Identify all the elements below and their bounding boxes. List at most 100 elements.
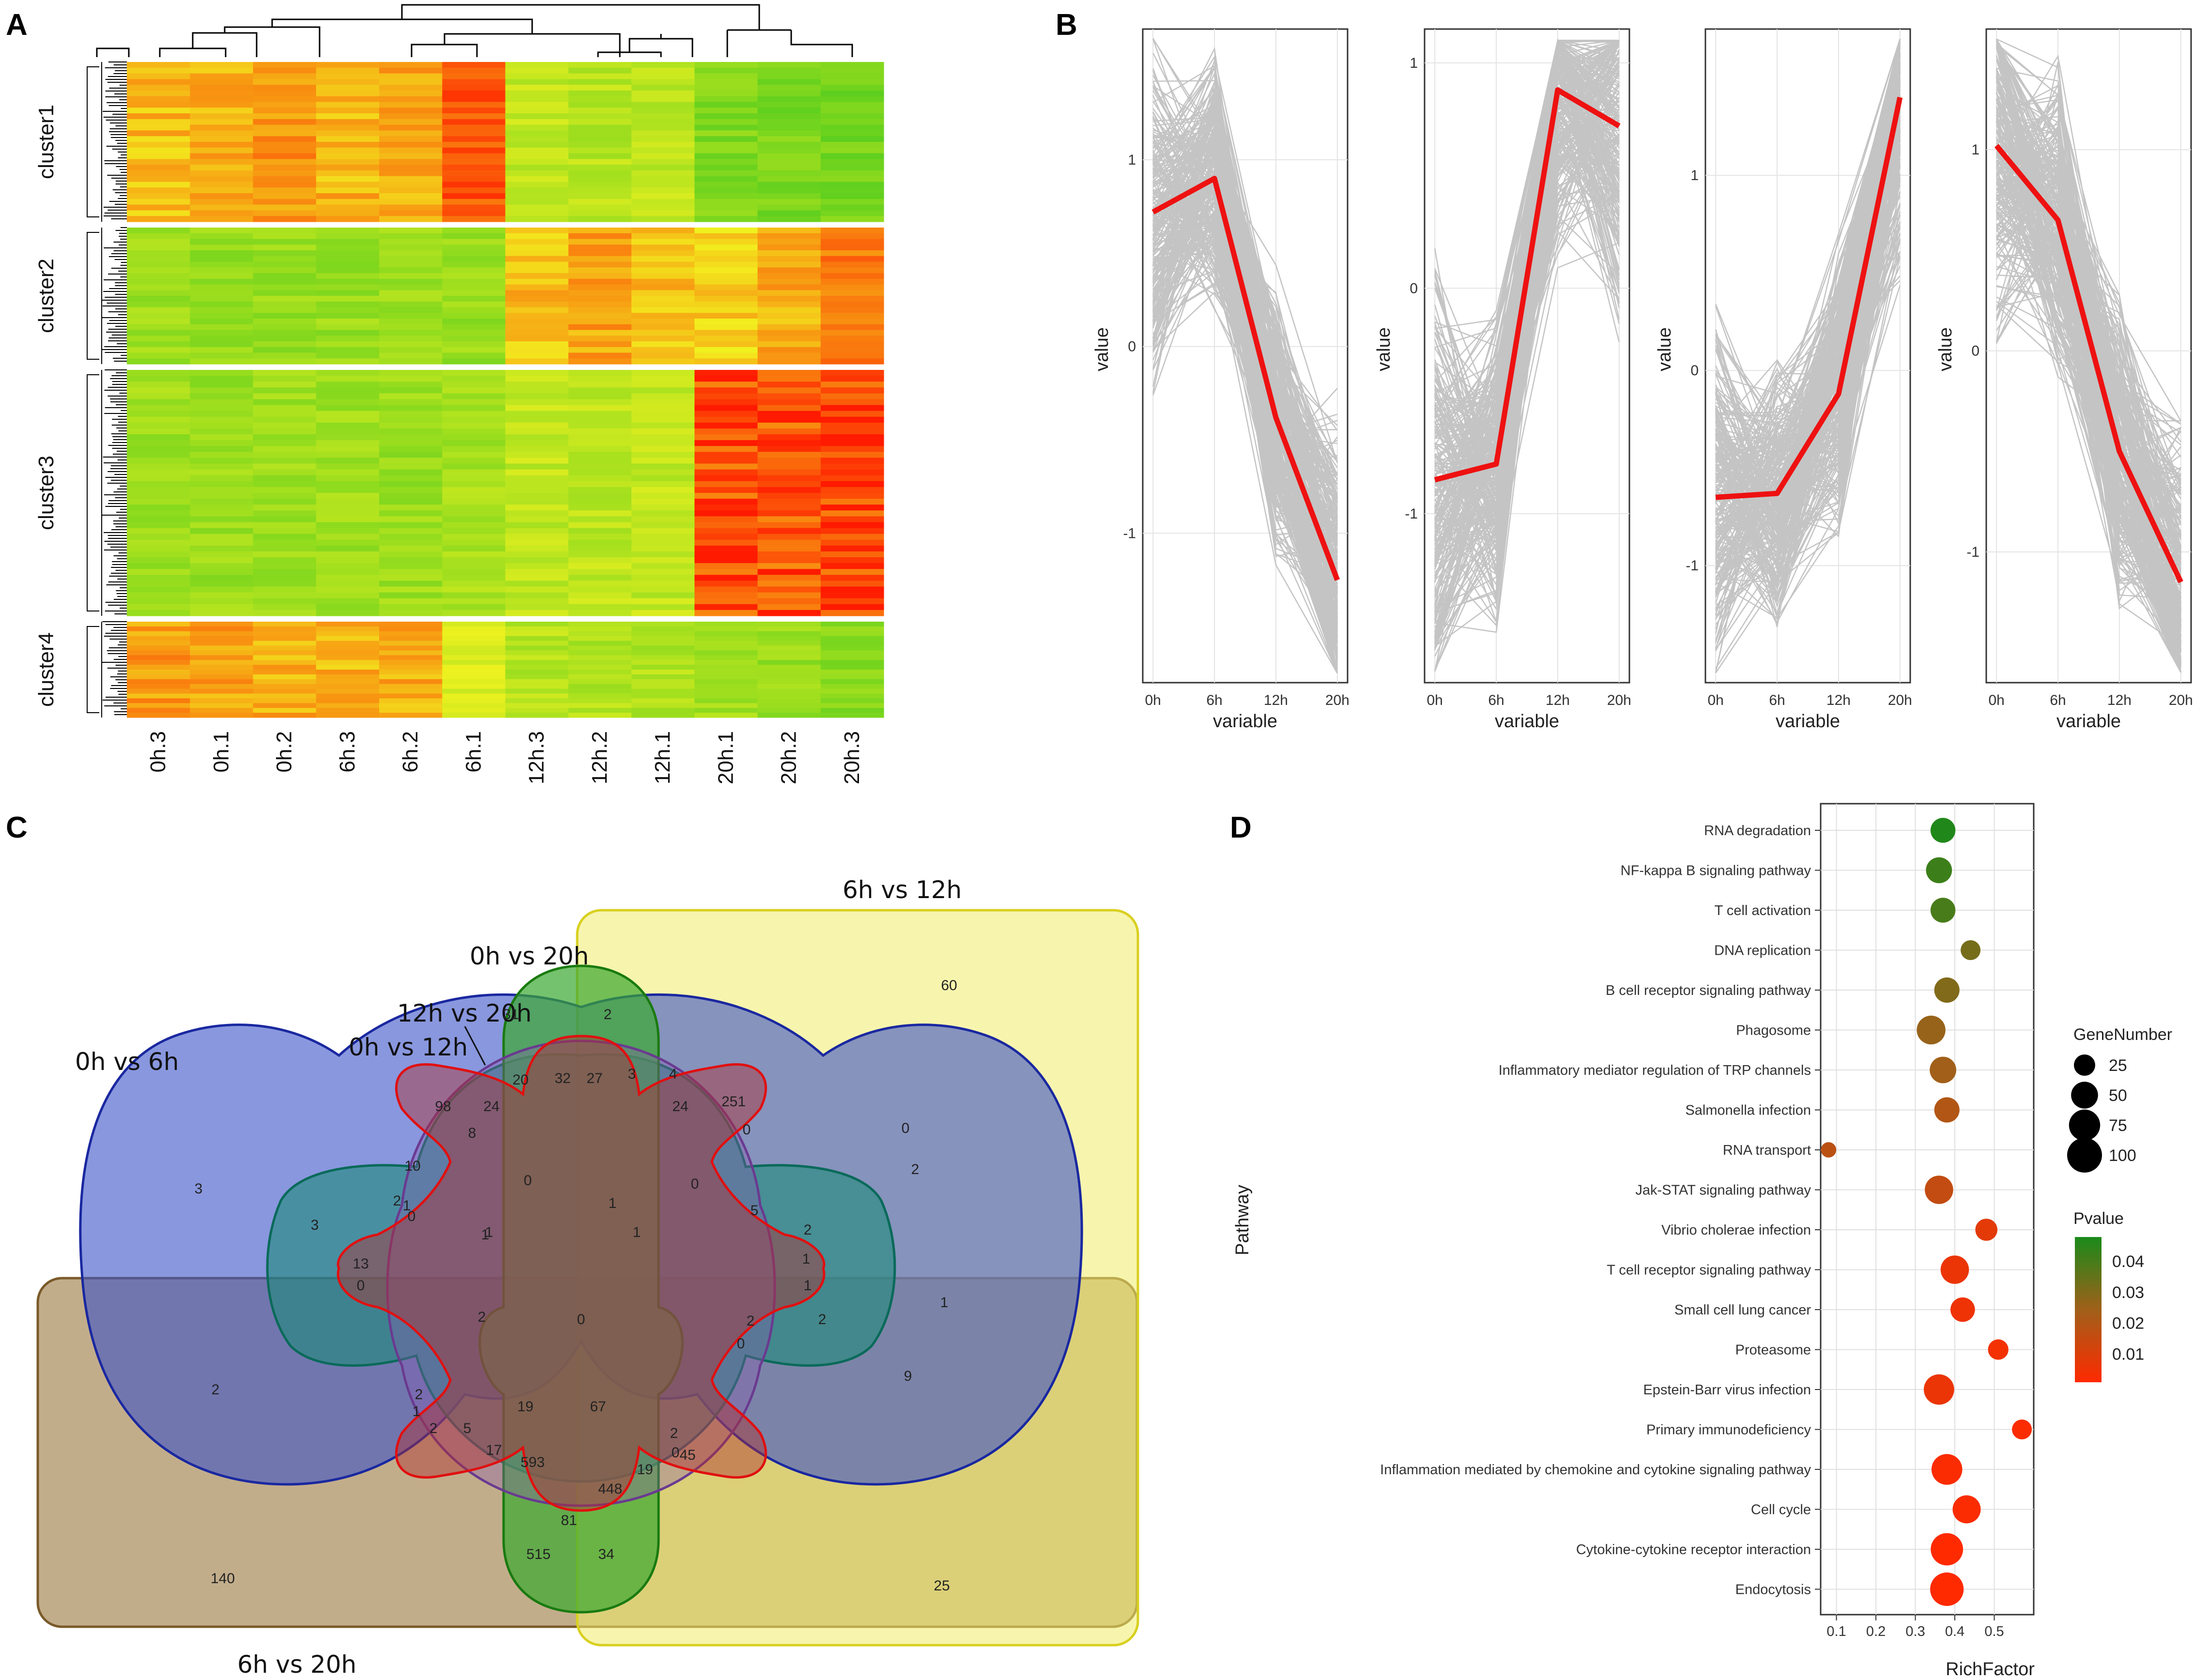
heatmap-cell: [379, 458, 443, 464]
venn-region-value: 25: [934, 1578, 950, 1594]
heatmap-cell: [694, 604, 758, 611]
heatmap-cell: [694, 96, 758, 103]
heatmap-cell: [568, 405, 632, 412]
heatmap-cell: [568, 273, 632, 279]
heatmap-cell: [631, 261, 695, 268]
heatmap-cell: [694, 273, 758, 279]
heatmap-cell: [631, 622, 695, 627]
heatmap-cell: [253, 446, 317, 452]
heatmap-cell: [253, 422, 317, 429]
heatmap-cell: [379, 604, 443, 611]
heatmap-cell: [694, 655, 758, 660]
heatmap-cell: [442, 165, 506, 171]
heatmap-cell: [568, 592, 632, 599]
heatmap-cell: [442, 330, 506, 336]
heatmap-cell: [379, 586, 443, 593]
heatmap-cell: [757, 347, 821, 353]
heatmap-cell: [631, 204, 695, 211]
heatmap-cell: [757, 660, 821, 665]
heatmap-cell: [757, 170, 821, 177]
colorbar-label: 0.02: [2112, 1314, 2144, 1333]
heatmap-cell: [379, 256, 443, 262]
heatmap-cell: [253, 563, 317, 569]
heatmap-cell: [757, 641, 821, 646]
heatmap-cell: [127, 598, 190, 605]
heatmap-cell: [253, 475, 317, 482]
heatmap-cell: [820, 96, 884, 103]
heatmap-cell: [190, 296, 254, 302]
venn-region-value: 2: [747, 1313, 755, 1329]
heatmap-cell: [379, 684, 443, 689]
heatmap-cell: [253, 256, 317, 262]
heatmap-cell: [694, 324, 758, 331]
heatmap-cell: [190, 622, 254, 627]
heatmap-cell: [505, 256, 569, 262]
venn-region-value: 2: [818, 1312, 827, 1328]
y-axis-label: value: [1935, 327, 1956, 371]
heatmap-cell: [442, 493, 506, 499]
heatmap-cell: [631, 290, 695, 296]
heatmap-cell: [631, 563, 695, 569]
heatmap-cell: [505, 278, 569, 285]
y-axis-label: value: [1092, 327, 1112, 371]
heatmap-cell: [253, 250, 317, 257]
x-tick-label: 20h: [1607, 692, 1631, 708]
heatmap-cell: [694, 165, 758, 171]
pathway-point: [1961, 940, 1981, 960]
heatmap-cell: [190, 67, 254, 74]
x-tick-label: 6h: [1206, 692, 1222, 708]
heatmap-cell: [253, 458, 317, 464]
heatmap-cell: [694, 347, 758, 353]
heatmap-cell: [820, 636, 884, 641]
heatmap-cell: [568, 187, 632, 194]
heatmap-cell: [127, 610, 190, 616]
heatmap-cell: [316, 580, 380, 587]
heatmap-cell: [253, 267, 317, 274]
venn-region-value: 1: [485, 1224, 493, 1240]
heatmap-cell: [190, 244, 254, 251]
heatmap-cell: [253, 170, 317, 177]
venn-region-value: 13: [353, 1256, 368, 1272]
venn-region-value: 0: [672, 1445, 680, 1461]
heatmap-cell: [253, 90, 317, 97]
heatmap-cell: [757, 655, 821, 660]
heatmap-cell: [316, 475, 380, 482]
heatmap-cell: [379, 469, 443, 476]
heatmap-cell: [757, 67, 821, 74]
heatmap-cell: [568, 153, 632, 159]
heatmap-cell: [505, 487, 569, 493]
heatmap-cell: [568, 358, 632, 365]
heatmap-cell: [316, 493, 380, 499]
y-axis-label: value: [1374, 327, 1394, 371]
heatmap-cell: [316, 534, 380, 540]
heatmap-cell: [757, 176, 821, 183]
heatmap-cell: [631, 119, 695, 125]
heatmap-cell: [694, 330, 758, 336]
mean-trend-line: [1994, 144, 2183, 583]
heatmap-cell: [568, 703, 632, 708]
heatmap-cell: [127, 452, 190, 458]
heatmap-cell: [568, 708, 632, 713]
heatmap-cell: [757, 510, 821, 517]
heatmap-cell: [757, 79, 821, 85]
pathway-point: [1926, 857, 1952, 884]
heatmap-cell: [631, 688, 695, 694]
heatmap-cell: [568, 626, 632, 632]
heatmap-cell: [694, 278, 758, 285]
heatmap-cell: [127, 319, 190, 325]
heatmap-cell: [379, 347, 443, 353]
heatmap-cell: [505, 626, 569, 632]
heatmap-cell: [757, 563, 821, 569]
heatmap-cell: [820, 210, 884, 216]
heatmap-cell: [820, 153, 884, 159]
heatmap-cell: [694, 688, 758, 694]
panel-label-d: D: [1230, 811, 1252, 844]
heatmap-cell: [127, 301, 190, 308]
heatmap-cell: [190, 539, 254, 546]
heatmap-cell: [757, 216, 821, 222]
heatmap-cell: [127, 679, 190, 685]
heatmap-cell: [379, 674, 443, 680]
heatmap-cell: [190, 458, 254, 464]
heatmap-cell: [631, 428, 695, 435]
heatmap-cell: [757, 545, 821, 552]
